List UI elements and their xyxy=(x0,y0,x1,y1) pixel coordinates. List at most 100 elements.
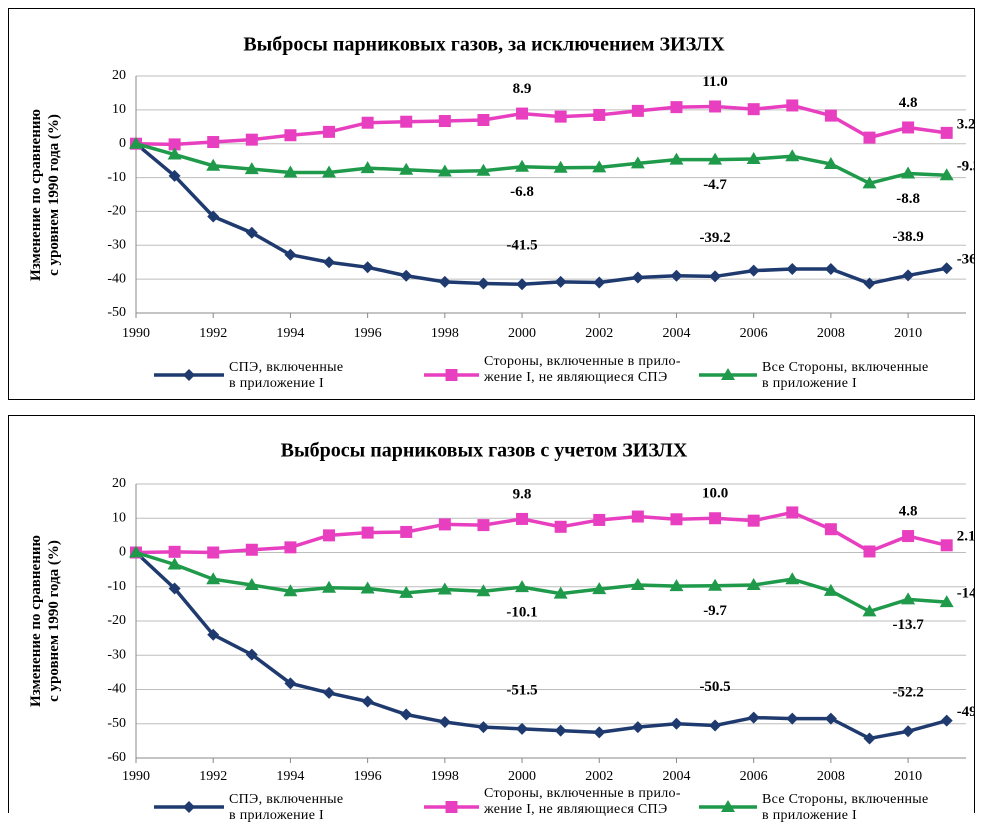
marker xyxy=(709,100,722,113)
marker xyxy=(592,582,607,595)
marker xyxy=(515,159,530,172)
marker xyxy=(284,541,297,554)
y-tick-label: -20 xyxy=(107,613,126,628)
marker xyxy=(361,116,374,129)
chart-title: Выбросы парниковых газов, за исключением… xyxy=(243,34,725,56)
marker xyxy=(669,152,684,165)
marker xyxy=(709,270,722,283)
marker xyxy=(746,151,761,164)
marker xyxy=(129,545,143,558)
marker xyxy=(168,582,181,595)
marker xyxy=(939,168,954,181)
marker xyxy=(438,716,451,729)
marker xyxy=(940,539,953,552)
y-tick-label: -60 xyxy=(107,750,126,765)
marker xyxy=(323,125,336,138)
x-tick-label: 2000 xyxy=(508,769,536,784)
marker xyxy=(670,101,683,114)
marker xyxy=(786,506,799,519)
legend-entry: СПЭ, включенные в приложение I xyxy=(229,360,343,392)
marker xyxy=(129,136,143,149)
marker xyxy=(245,543,258,556)
marker xyxy=(630,156,645,169)
marker xyxy=(515,580,530,593)
y-tick-label: -30 xyxy=(107,647,126,662)
marker xyxy=(245,226,258,239)
legend-label: СПЭ, включенные в приложение I xyxy=(229,792,344,823)
data-label: 4.8 xyxy=(899,503,918,519)
chart-panel: Выбросы парниковых газов, за исключением… xyxy=(8,8,975,400)
marker xyxy=(901,166,916,179)
marker xyxy=(438,518,451,531)
line xyxy=(135,103,947,147)
data-label: 10.0 xyxy=(702,486,728,502)
marker xyxy=(477,114,490,127)
y-tick-label: -20 xyxy=(107,204,126,219)
y-tick-label: -10 xyxy=(107,579,126,594)
marker xyxy=(863,545,876,558)
marker xyxy=(206,158,221,171)
line xyxy=(135,510,948,555)
marker xyxy=(670,513,683,526)
marker xyxy=(824,262,837,275)
y-tick-label: -40 xyxy=(107,271,126,286)
marker xyxy=(823,583,838,596)
x-tick-label: 2008 xyxy=(817,769,845,784)
marker xyxy=(284,677,297,690)
legend-entry: Стороны, включенные в прило- жение I, не… xyxy=(484,786,681,818)
marker xyxy=(245,133,258,146)
marker xyxy=(902,725,915,738)
marker xyxy=(245,648,258,661)
marker xyxy=(400,708,413,721)
y-tick-label: -30 xyxy=(107,238,126,253)
marker xyxy=(183,801,195,813)
y-tick-label: -10 xyxy=(107,170,126,185)
marker xyxy=(747,264,760,277)
legend-label: Стороны, включенные в прило- жение I, не… xyxy=(484,786,681,817)
x-tick-label: 2008 xyxy=(817,326,845,341)
marker xyxy=(940,262,953,275)
marker xyxy=(902,269,915,282)
marker xyxy=(207,628,220,641)
data-label: -36.8 xyxy=(957,252,974,268)
y-tick-label: -40 xyxy=(107,682,126,697)
x-tick-label: 1998 xyxy=(431,769,459,784)
marker xyxy=(593,108,606,121)
marker xyxy=(786,99,799,112)
chart: Выбросы парниковых газов с учетом ЗИЗЛХ -… xyxy=(107,440,974,813)
marker xyxy=(207,546,220,559)
chart-panel: Выбросы парниковых газов с учетом ЗИЗЛХ -… xyxy=(8,415,975,823)
data-label: -41.5 xyxy=(506,238,537,254)
marker xyxy=(901,592,916,605)
y-tick-label: -50 xyxy=(107,716,126,731)
marker xyxy=(939,595,954,608)
marker xyxy=(630,578,645,591)
x-tick-label: 2000 xyxy=(508,326,536,341)
data-label: -4.7 xyxy=(703,177,727,193)
y-tick-label: 10 xyxy=(112,510,126,525)
marker xyxy=(670,717,683,730)
marker xyxy=(863,277,876,290)
data-label: 8.9 xyxy=(513,81,532,97)
marker xyxy=(322,165,337,178)
marker xyxy=(399,162,414,175)
marker xyxy=(554,520,567,533)
marker xyxy=(862,604,877,617)
y-axis-label: Изменение по сравнению с уровнем 1990 го… xyxy=(28,535,62,707)
marker xyxy=(902,530,915,543)
marker xyxy=(361,261,374,274)
marker xyxy=(721,800,735,812)
marker xyxy=(361,695,374,708)
marker xyxy=(445,801,458,813)
marker xyxy=(477,519,490,532)
marker xyxy=(400,269,413,282)
marker xyxy=(747,514,760,527)
marker xyxy=(476,584,491,597)
marker xyxy=(631,271,644,284)
marker xyxy=(360,161,375,174)
data-label: -14.5 xyxy=(957,586,974,602)
marker xyxy=(553,160,568,173)
marker xyxy=(516,722,529,735)
marker xyxy=(168,169,181,182)
marker xyxy=(593,276,606,289)
